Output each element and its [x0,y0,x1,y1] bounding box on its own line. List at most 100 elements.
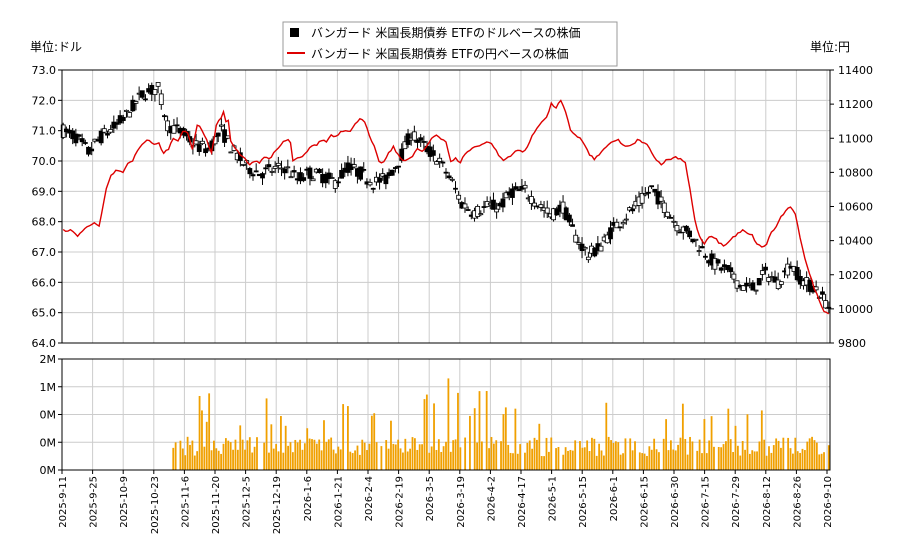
x-tick-label: 2025-9-11 [58,476,69,528]
left-tick-label: 67.0 [32,246,57,259]
volume-bar [375,442,378,470]
volume-bar [454,439,457,470]
volume-bar [725,441,727,470]
x-tick-label: 2025-11-20 [211,476,222,534]
volume-bar [789,448,792,470]
right-tick-label: 10000 [838,303,873,316]
volume-bar [246,440,249,470]
x-tick-label: 2025-9-25 [89,476,100,528]
volume-bar [301,449,304,470]
x-tick-label: 2026-2-19 [395,476,406,528]
candle-body [778,281,784,285]
candle-body [307,167,313,179]
volume-bar [172,447,175,470]
candle-body [699,246,705,249]
candle-body [336,181,341,184]
candle-body [731,273,737,280]
left-tick-label: 72.0 [32,94,57,107]
x-tick-label: 2026-2-4 [364,476,375,521]
candle-body [443,171,449,174]
candle-body [475,206,481,217]
volume-bar [727,408,730,470]
candle-body [120,116,126,121]
candle-body [377,177,382,183]
candle-body [326,172,332,179]
volume-bar [677,444,679,470]
volume-bar [473,408,476,470]
candle-body [434,161,439,165]
candle-body [563,207,569,221]
volume-bar [770,452,773,470]
right-tick-label: 11200 [838,98,873,111]
candle-body [253,170,259,173]
right-tick-label: 11400 [838,64,873,77]
x-tick-label: 2026-7-15 [701,476,712,528]
volume-bar [370,415,373,470]
volume-bar [619,454,622,470]
volume-bar [485,391,488,470]
volume-bar [280,416,282,470]
volume-bar [629,438,632,470]
candle-body [513,186,519,190]
vol-tick-label: 0M [40,436,57,449]
volume-bar [193,455,196,470]
volume-bar [404,438,407,470]
candle-body [573,234,579,243]
volume-bar [713,446,715,470]
candle-body [269,170,275,173]
candle-body [193,140,199,145]
volume-bar [490,436,493,470]
volume-bar [519,444,522,470]
volume-bar [751,450,754,470]
volume-bar [327,439,330,470]
volume-bar [492,443,495,470]
volume-bar [289,442,292,470]
candle-body [392,167,398,169]
candle-body [623,218,629,221]
candle-body [288,176,294,179]
candle-body [446,175,452,179]
candle-body [124,109,129,112]
candle-body [79,138,85,143]
candle-body [598,245,604,252]
candle-body [481,206,487,208]
volume-bar [531,448,534,470]
volume-bar [792,453,794,470]
candle-body [383,174,389,185]
vol-tick-label: 2M [40,353,57,366]
candle-body [108,129,114,133]
candle-body [199,140,205,145]
volume-bar [703,419,706,470]
volume-bar [794,437,797,470]
volume-bar [655,449,658,470]
volume-bar [469,415,471,470]
candle-body [494,208,500,213]
volume-bar [777,440,780,470]
x-tick-label: 2026-8-26 [792,476,803,528]
volume-bar [234,439,237,470]
volume-bar [217,450,220,470]
volume-bar [373,413,376,470]
volume-bar [547,451,550,470]
candle-body [516,189,522,191]
volume-bar [229,442,232,470]
volume-bar [679,437,682,470]
volume-bar [638,452,641,470]
volume-bar [335,453,337,470]
x-tick-label: 2026-3-5 [425,476,436,521]
volume-bar [224,438,227,470]
volume-bar [306,428,309,470]
volume-bar [662,438,665,470]
volume-bar [758,441,761,470]
candle-body [247,168,253,175]
volume-bar [416,449,419,470]
volume-bar [698,439,701,470]
volume-bar [445,441,447,470]
volume-bar [179,440,182,470]
volume-bar [325,441,328,470]
candle-body [279,167,284,170]
volume-bar [741,441,744,470]
candle-body [582,247,588,250]
volume-bar [681,403,684,470]
volume-bar [782,437,785,470]
